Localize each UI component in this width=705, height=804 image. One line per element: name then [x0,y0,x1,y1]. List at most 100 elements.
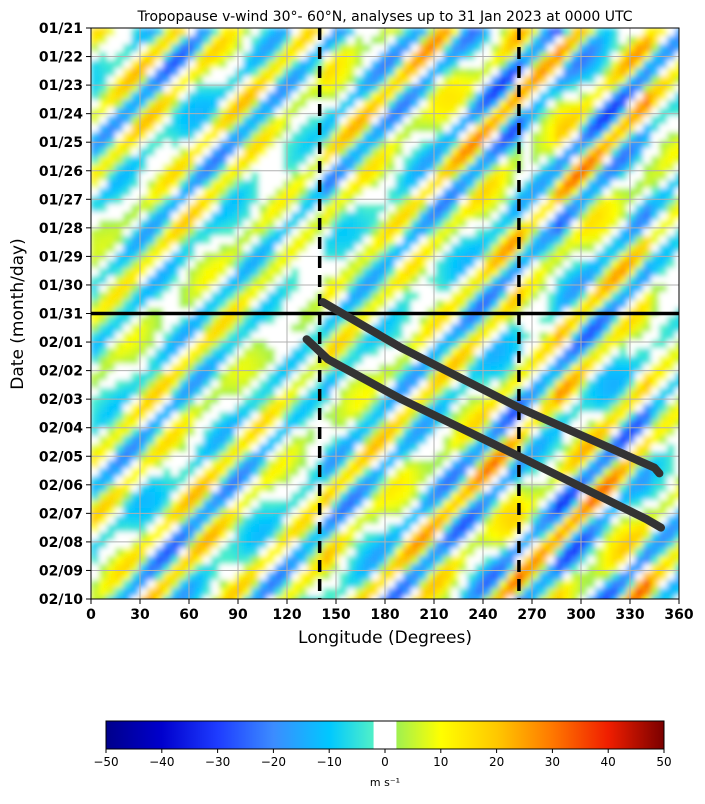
field-cell [627,548,636,557]
field-cell [115,260,124,269]
field-cell [147,164,156,173]
field-cell [547,28,556,37]
field-cell [579,516,588,525]
field-cell [155,500,164,509]
field-cell [299,132,308,141]
field-cell [403,404,412,413]
field-cell [627,484,636,493]
field-cell [491,68,500,77]
field-cell [603,36,612,45]
field-cell [427,532,436,541]
field-cell [363,516,372,525]
field-cell [339,460,348,469]
field-cell [179,540,188,549]
field-cell [243,412,252,421]
field-cell [195,60,204,69]
field-cell [355,212,364,221]
field-cell [579,540,588,549]
field-cell [259,420,268,429]
field-cell [323,84,332,93]
field-cell [171,140,180,149]
field-cell [435,500,444,509]
field-cell [347,332,356,341]
field-cell [155,228,164,237]
field-cell [499,44,508,53]
field-cell [211,164,220,173]
field-cell [243,260,252,269]
field-cell [587,68,596,77]
field-cell [259,260,268,269]
field-cell [419,444,428,453]
field-cell [91,356,100,365]
field-cell [523,268,532,277]
field-cell [99,180,108,189]
field-cell [227,164,236,173]
field-cell [571,60,580,69]
field-cell [259,68,268,77]
field-cell [491,212,500,221]
field-cell [243,164,252,173]
field-cell [379,36,388,45]
field-cell [659,196,668,205]
field-cell [211,204,220,213]
field-cell [195,28,204,37]
field-cell [675,332,679,341]
field-cell [251,532,260,541]
field-cell [251,332,260,341]
field-cell [651,196,660,205]
field-cell [331,284,340,293]
field-cell [219,60,228,69]
field-cell [427,28,436,37]
field-cell [571,188,580,197]
field-cell [99,28,108,37]
field-cell [419,204,428,213]
field-cell [291,436,300,445]
field-cell [443,188,452,197]
field-cell [619,28,628,37]
field-cell [467,492,476,501]
field-cell [123,148,132,157]
field-cell [179,276,188,285]
field-cell [259,468,268,477]
field-cell [643,116,652,125]
field-cell [267,508,276,517]
field-cell [195,164,204,173]
field-cell [91,156,100,165]
field-cell [211,444,220,453]
field-cell [187,100,196,109]
field-cell [115,444,124,453]
field-cell [267,404,276,413]
field-cell [347,484,356,493]
field-cell [371,204,380,213]
field-cell [643,364,652,373]
field-cell [491,548,500,557]
field-cell [219,412,228,421]
field-cell [99,36,108,45]
field-cell [131,84,140,93]
field-cell [275,468,284,477]
field-cell [395,100,404,109]
field-cell [475,204,484,213]
field-cell [179,316,188,325]
field-cell [627,348,636,357]
field-cell [395,108,404,117]
field-cell [291,444,300,453]
field-cell [235,68,244,77]
field-cell [523,428,532,437]
field-cell [259,84,268,93]
field-cell [611,324,620,333]
field-cell [139,476,148,485]
field-cell [675,244,679,253]
field-cell [115,364,124,373]
field-cell [443,28,452,37]
field-cell [595,284,604,293]
field-cell [371,28,380,37]
field-cell [163,532,172,541]
field-cell [131,188,140,197]
field-cell [523,388,532,397]
field-cell [107,228,116,237]
field-cell [139,196,148,205]
field-cell [507,292,516,301]
field-cell [195,332,204,341]
field-cell [379,492,388,501]
